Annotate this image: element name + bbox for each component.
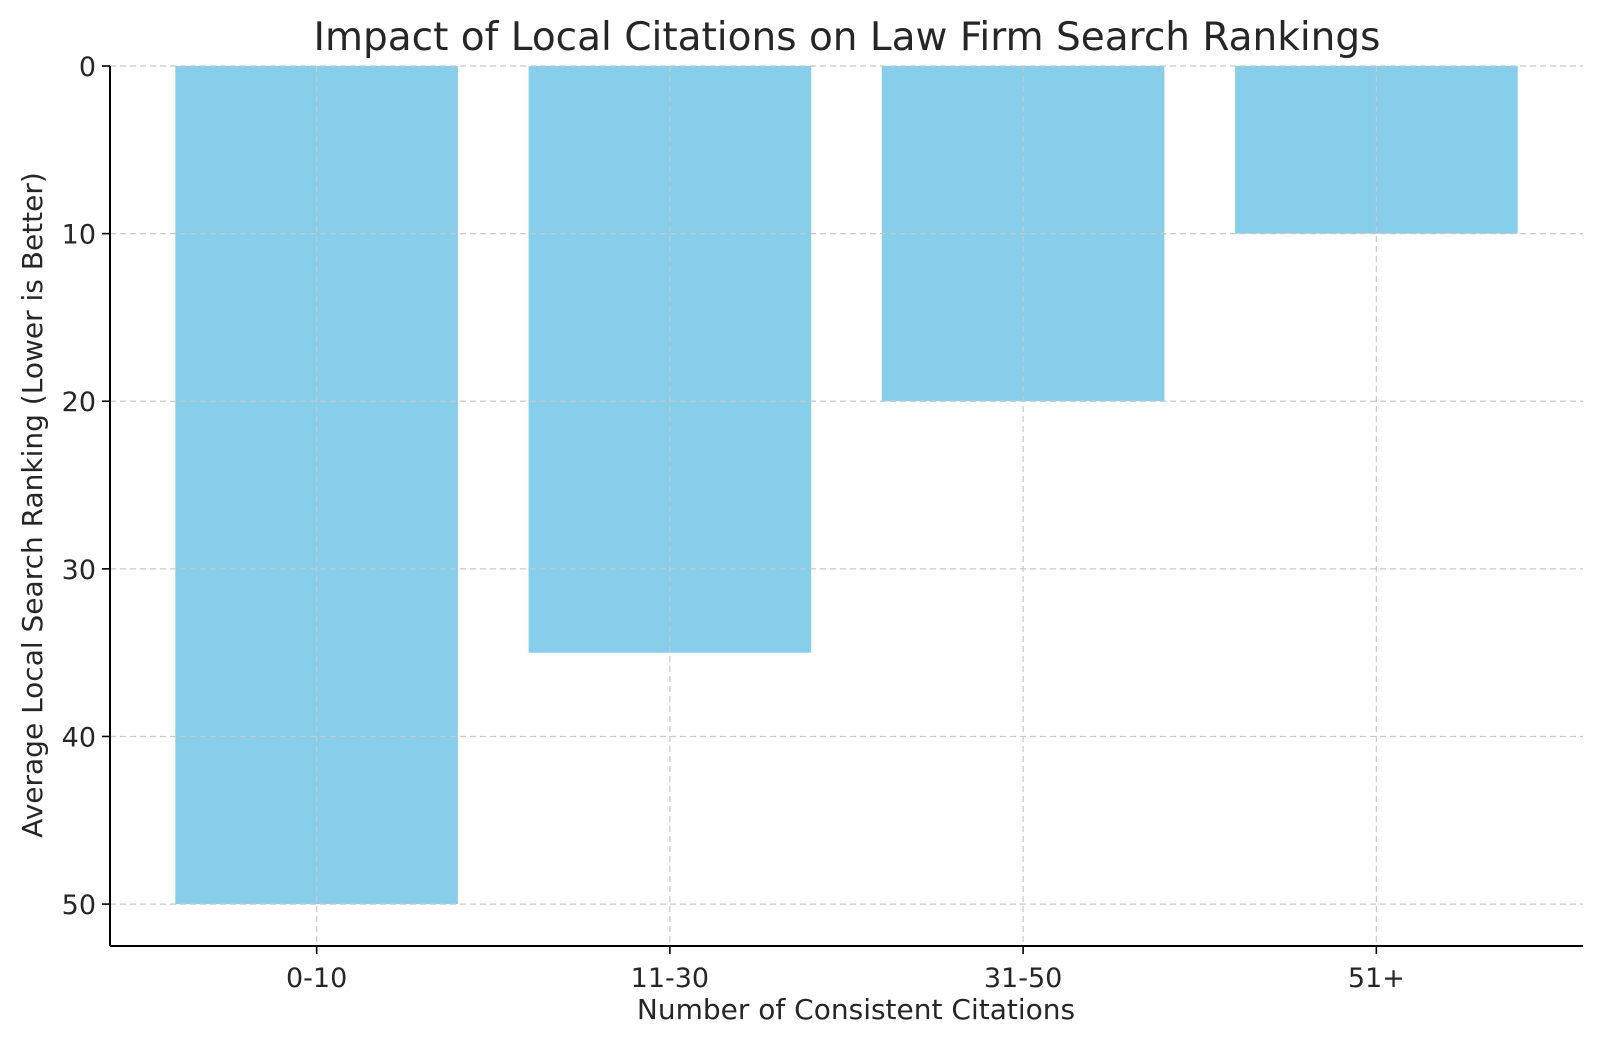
x-tick-label: 31-50 <box>984 963 1062 994</box>
x-axis-label: Number of Consistent Citations <box>637 993 1075 1026</box>
tick-labels: 0 10 20 30 40 50 0-10 11-30 31-50 51+ <box>62 52 1405 994</box>
y-tick-label: 20 <box>62 387 96 418</box>
x-tick-label: 51+ <box>1348 963 1405 994</box>
y-axis-label: Average Local Search Ranking (Lower is B… <box>16 172 49 838</box>
chart-title: Impact of Local Citations on Law Firm Se… <box>314 15 1381 60</box>
x-tick-label: 0-10 <box>286 963 347 994</box>
bar-0-10 <box>175 66 458 905</box>
y-tick-label: 10 <box>62 220 96 251</box>
grid-lines <box>110 65 1583 946</box>
axes <box>109 66 1583 947</box>
y-tick-label: 50 <box>62 890 96 921</box>
y-tick-label: 0 <box>79 52 96 83</box>
y-tick-label: 30 <box>62 555 96 586</box>
y-tick-label: 40 <box>62 722 96 753</box>
x-tick-label: 11-30 <box>631 963 709 994</box>
